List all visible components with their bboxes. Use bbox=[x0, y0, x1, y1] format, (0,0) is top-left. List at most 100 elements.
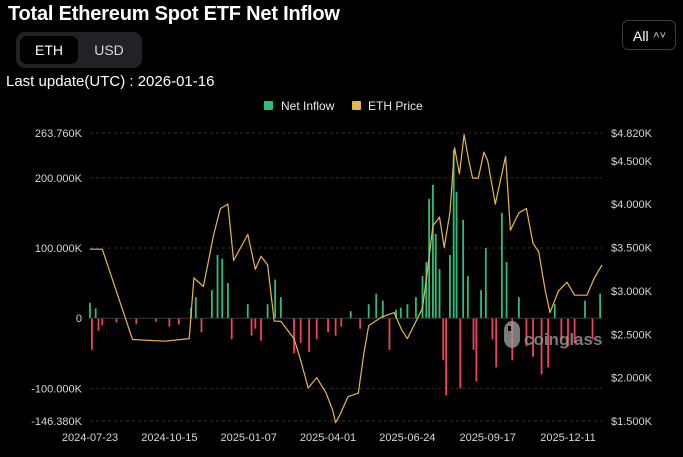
x-tick-label: 2025-12-11 bbox=[540, 432, 595, 444]
y-right-tick-label: $1.500K bbox=[611, 416, 653, 428]
inflow-bar bbox=[327, 318, 329, 333]
legend-label-eth-price: ETH Price bbox=[368, 99, 423, 113]
last-update-text: Last update(UTC) : 2026-01-16 bbox=[6, 73, 215, 90]
legend-item-eth-price[interactable]: ETH Price bbox=[352, 99, 423, 113]
inflow-bar bbox=[553, 304, 556, 319]
x-tick-label: 2024-07-23 bbox=[62, 432, 118, 444]
inflow-bar bbox=[599, 293, 602, 319]
inflow-bar bbox=[505, 262, 508, 319]
inflow-bar bbox=[517, 297, 520, 319]
inflow-bar bbox=[221, 258, 224, 319]
unit-toggle: ETH USD bbox=[16, 32, 142, 68]
y-axis-left: 263.760K 200.000K 100.000K 0 -100.000K -146.3… bbox=[31, 128, 82, 428]
inflow-bar bbox=[475, 318, 478, 382]
inflow-bar bbox=[135, 318, 138, 324]
inflow-bar bbox=[584, 300, 586, 319]
watermark-text: coinglass bbox=[524, 330, 602, 349]
inflow-bar bbox=[250, 318, 253, 336]
inflow-bar bbox=[227, 283, 229, 319]
x-tick-label: 2024-10-15 bbox=[141, 432, 197, 444]
inflow-bar bbox=[547, 318, 550, 368]
inflow-bar bbox=[434, 233, 437, 319]
inflow-bar bbox=[484, 247, 487, 319]
time-range-value: All bbox=[633, 28, 649, 44]
inflow-bar bbox=[279, 297, 282, 319]
inflow-bar bbox=[200, 318, 203, 333]
inflow-bar bbox=[94, 308, 97, 319]
price-line bbox=[90, 134, 603, 424]
y-left-tick-label: 0 bbox=[76, 313, 82, 325]
y-right-tick-label: $2.500K bbox=[611, 329, 653, 341]
inflow-bar bbox=[375, 293, 378, 319]
inflow-bar bbox=[210, 290, 213, 319]
y-left-tick-label: 263.760K bbox=[35, 128, 83, 140]
inflow-bar bbox=[155, 318, 158, 322]
inflow-bar bbox=[500, 212, 503, 319]
legend-label-net-inflow: Net Inflow bbox=[281, 99, 335, 113]
y-right-tick-label: $4.000K bbox=[611, 199, 653, 211]
inflow-bar bbox=[349, 311, 352, 319]
y-right-tick-label: $4.820K bbox=[611, 128, 653, 140]
inflow-bar bbox=[89, 302, 91, 319]
page-title: Total Ethereum Spot ETF Net Inflow bbox=[8, 3, 340, 25]
inflow-bar bbox=[399, 307, 402, 319]
inflow-bar bbox=[466, 276, 469, 319]
inflow-bar bbox=[452, 149, 455, 319]
inflow-bar bbox=[540, 318, 543, 375]
inflow-bar bbox=[90, 318, 93, 350]
inflow-bar bbox=[274, 279, 277, 319]
inflow-bar bbox=[480, 290, 482, 319]
legend-item-net-inflow[interactable]: Net Inflow bbox=[264, 99, 335, 113]
y-axis-right: $4.820K $4.500K $4.000K $3.500K $3.000K $2.50… bbox=[611, 128, 653, 428]
inflow-bar bbox=[315, 318, 318, 340]
inflow-bar bbox=[445, 318, 448, 396]
eth-price-line bbox=[90, 134, 603, 424]
inflow-bar bbox=[388, 318, 391, 350]
toggle-eth-button[interactable]: ETH bbox=[20, 36, 78, 64]
inflow-bar bbox=[432, 184, 434, 319]
chart-legend: Net Inflow ETH Price bbox=[264, 99, 423, 113]
inflow-bar bbox=[560, 318, 563, 340]
y-left-tick-label: -146.380K bbox=[31, 416, 82, 428]
inflow-bar bbox=[115, 318, 118, 323]
inflow-bar bbox=[359, 318, 362, 329]
time-range-select[interactable]: All ˄˅ bbox=[622, 20, 676, 50]
inflow-bar bbox=[308, 318, 311, 352]
inflow-bar bbox=[266, 304, 269, 319]
inflow-bar bbox=[101, 318, 104, 326]
inflow-bar bbox=[442, 318, 445, 361]
x-tick-label: 2025-01-07 bbox=[221, 432, 277, 444]
inflow-bar bbox=[334, 318, 337, 336]
inflow-bar bbox=[462, 219, 465, 319]
y-right-tick-label: $3.000K bbox=[611, 286, 653, 298]
inflow-bar bbox=[216, 255, 219, 319]
inflow-bar bbox=[299, 318, 302, 343]
inflow-bar bbox=[177, 318, 180, 325]
coinglass-watermark: coinglass bbox=[504, 321, 602, 349]
x-tick-label: 2025-09-17 bbox=[460, 432, 516, 444]
inflow-bar bbox=[449, 255, 451, 319]
inflow-bar bbox=[472, 318, 475, 350]
inflow-bar bbox=[367, 304, 370, 319]
inflow-bar bbox=[459, 318, 462, 389]
inflow-bar bbox=[340, 318, 343, 327]
inflow-bar bbox=[395, 309, 397, 319]
inflow-bar bbox=[168, 318, 171, 327]
legend-swatch-net-inflow bbox=[264, 101, 273, 110]
inflow-bar bbox=[230, 318, 233, 340]
inflow-bar bbox=[260, 318, 262, 341]
inflow-bar bbox=[254, 318, 257, 329]
inflow-bar bbox=[246, 304, 249, 319]
inflow-bar bbox=[97, 318, 100, 331]
inflow-bar bbox=[573, 318, 576, 343]
inflow-bar bbox=[406, 304, 409, 319]
inflow-bar bbox=[525, 318, 528, 347]
inflow-bar bbox=[532, 318, 534, 357]
inflow-bar bbox=[491, 318, 494, 340]
inflow-bar bbox=[455, 191, 458, 319]
y-left-tick-label: 200.000K bbox=[35, 173, 83, 185]
inflow-bar bbox=[415, 297, 417, 319]
y-left-tick-label: -100.000K bbox=[31, 383, 82, 395]
inflow-bar bbox=[421, 276, 424, 319]
toggle-usd-button[interactable]: USD bbox=[94, 42, 124, 58]
